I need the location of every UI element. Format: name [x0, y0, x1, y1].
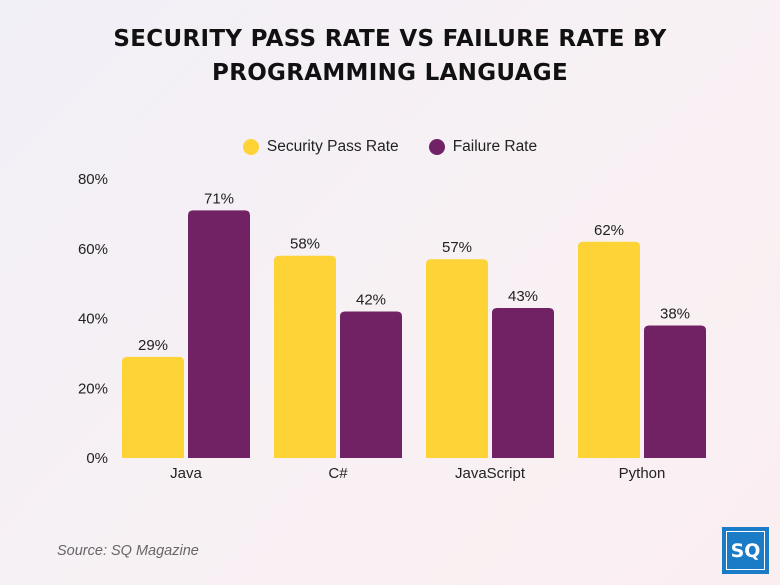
data-label: 38%: [660, 305, 690, 322]
data-label: 57%: [442, 239, 472, 256]
legend-item-security-pass-rate: Security Pass Rate: [242, 138, 399, 156]
y-tick-label: 60%: [78, 241, 108, 258]
legend-swatch-failure-rate: [428, 139, 445, 155]
bar: [122, 356, 184, 458]
legend: Security Pass Rate Failure Rate: [0, 138, 780, 156]
legend-label-security-pass-rate: Security Pass Rate: [266, 138, 399, 155]
legend-label-failure-rate: Failure Rate: [452, 138, 538, 155]
data-label: 62%: [594, 222, 624, 239]
data-label: 42%: [356, 292, 386, 309]
sq-magazine-logo: SQ: [722, 527, 769, 574]
source-note: Source: SQ Magazine: [57, 543, 199, 559]
logo-text: SQ: [726, 531, 765, 570]
x-tick-label: C#: [328, 465, 348, 482]
y-tick-label: 80%: [78, 171, 108, 188]
chart-title-line-1: SECURITY PASS RATE VS FAILURE RATE BY: [113, 26, 667, 52]
y-tick-label: 0%: [86, 450, 108, 467]
bar: [340, 311, 402, 458]
data-label: 71%: [204, 190, 234, 207]
bar: [578, 241, 640, 458]
bar: [644, 325, 706, 458]
y-tick-label: 40%: [78, 311, 108, 328]
bar: [188, 210, 250, 458]
data-label: 58%: [290, 236, 320, 253]
bar: [492, 308, 554, 458]
data-label: 43%: [508, 288, 538, 305]
legend-item-failure-rate: Failure Rate: [428, 138, 538, 156]
x-tick-label: Java: [170, 465, 202, 482]
x-tick-label: Python: [619, 465, 666, 482]
bar: [426, 259, 488, 458]
y-tick-label: 20%: [78, 380, 108, 397]
legend-swatch-security-pass-rate: [242, 139, 259, 155]
data-label: 29%: [138, 337, 168, 354]
chart-title-line-2: PROGRAMMING LANGUAGE: [212, 60, 568, 86]
chart-title: SECURITY PASS RATE VS FAILURE RATE BY PR…: [0, 22, 780, 90]
bar: [274, 255, 336, 458]
x-tick-label: JavaScript: [455, 465, 526, 482]
